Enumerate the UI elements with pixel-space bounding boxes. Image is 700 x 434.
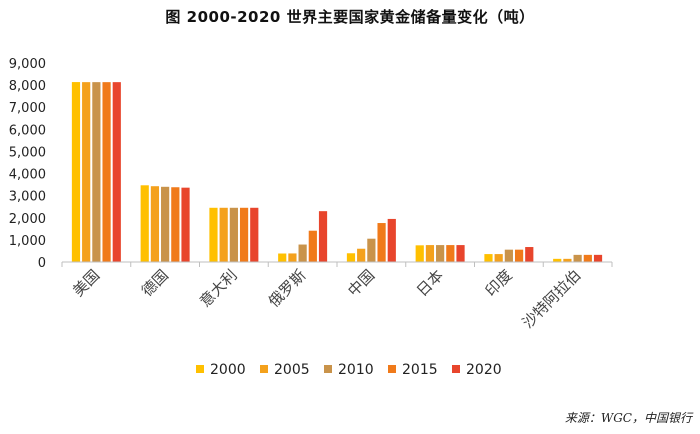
y-tick-label: 8,000	[9, 79, 46, 94]
bar-2000	[484, 254, 493, 262]
bar-2005	[288, 253, 297, 262]
legend-swatch	[260, 365, 268, 373]
legend-label: 2015	[402, 362, 438, 378]
y-tick-label: 3,000	[9, 190, 46, 205]
bar-2010	[573, 254, 582, 262]
legend-swatch	[452, 365, 460, 373]
bar-2020	[112, 82, 121, 262]
legend-label: 2020	[466, 362, 502, 378]
x-category-label: 中国	[344, 266, 378, 300]
y-tick-label: 7,000	[9, 101, 46, 116]
bar-2020	[456, 245, 465, 262]
bar-2020	[318, 211, 328, 262]
legend-swatch	[196, 365, 204, 373]
bar-2005	[357, 248, 366, 262]
bar-2005	[563, 258, 572, 262]
bar-2005	[425, 245, 435, 262]
y-tick-label: 5,000	[9, 145, 46, 160]
bar-2010	[92, 82, 101, 262]
bar-2015	[377, 223, 386, 262]
legend: 2000 2005 2010 2015 2020	[196, 362, 502, 378]
bar-2000	[140, 185, 149, 262]
x-category-label: 印度	[482, 266, 516, 300]
bar-2005	[494, 254, 503, 262]
y-tick-label: 1,000	[9, 234, 46, 249]
bar-2000	[346, 253, 356, 262]
bar-2020	[593, 254, 603, 262]
legend-label: 2010	[338, 362, 374, 378]
x-category-label: 俄罗斯	[265, 266, 310, 311]
legend-swatch	[324, 365, 332, 373]
legend-swatch	[388, 365, 396, 373]
bar-2015	[308, 230, 317, 262]
bar-2015	[583, 254, 592, 262]
bar-2010	[298, 244, 307, 262]
x-category-label: 日本	[413, 266, 447, 300]
chart-title: 图 2000-2020 世界主要国家黄金储备量变化（吨）	[165, 8, 535, 26]
bars-group	[71, 82, 603, 263]
bar-2015	[514, 249, 524, 262]
source-note: 来源：WGC，中国银行	[564, 411, 692, 425]
bar-2010	[436, 245, 445, 262]
bar-2000	[71, 82, 81, 263]
bar-2000	[415, 245, 424, 262]
y-tick-label: 6,000	[9, 123, 46, 138]
x-category-label: 意大利	[196, 266, 241, 311]
bar-2020	[181, 187, 190, 262]
y-tick-label: 4,000	[9, 168, 46, 183]
bar-2015	[239, 207, 249, 262]
bar-2005	[82, 82, 91, 262]
bar-2010	[229, 207, 238, 262]
y-axis: 0 1,000 2,000 3,000 4,000 5,000 6,000 7,000 8,00…	[9, 57, 46, 271]
bar-2015	[102, 82, 111, 262]
bar-2020	[525, 247, 534, 262]
bar-2015	[171, 187, 180, 262]
y-tick-label: 9,000	[9, 57, 46, 72]
bar-2005	[150, 186, 160, 262]
bar-2005	[219, 207, 228, 262]
bar-2010	[367, 238, 376, 262]
y-tick-label: 2,000	[9, 212, 46, 227]
x-category-label: 德国	[138, 266, 172, 300]
bar-2015	[446, 245, 455, 262]
x-category-label: 沙特阿拉伯	[519, 266, 585, 332]
bar-2020	[387, 218, 396, 262]
y-tick-label: 0	[38, 256, 46, 271]
bar-2020	[250, 207, 259, 262]
bar-2010	[161, 186, 170, 262]
x-category-label: 美国	[69, 266, 103, 300]
legend-label: 2000	[210, 362, 246, 378]
bar-2010	[504, 249, 513, 262]
bar-2000	[553, 258, 562, 262]
bar-2000	[278, 253, 287, 262]
x-axis: 美国 德国 意大利 俄罗斯 中国 日本 印度 沙特阿拉伯	[61, 261, 613, 332]
bar-2000	[209, 207, 218, 262]
legend-label: 2005	[274, 362, 310, 378]
